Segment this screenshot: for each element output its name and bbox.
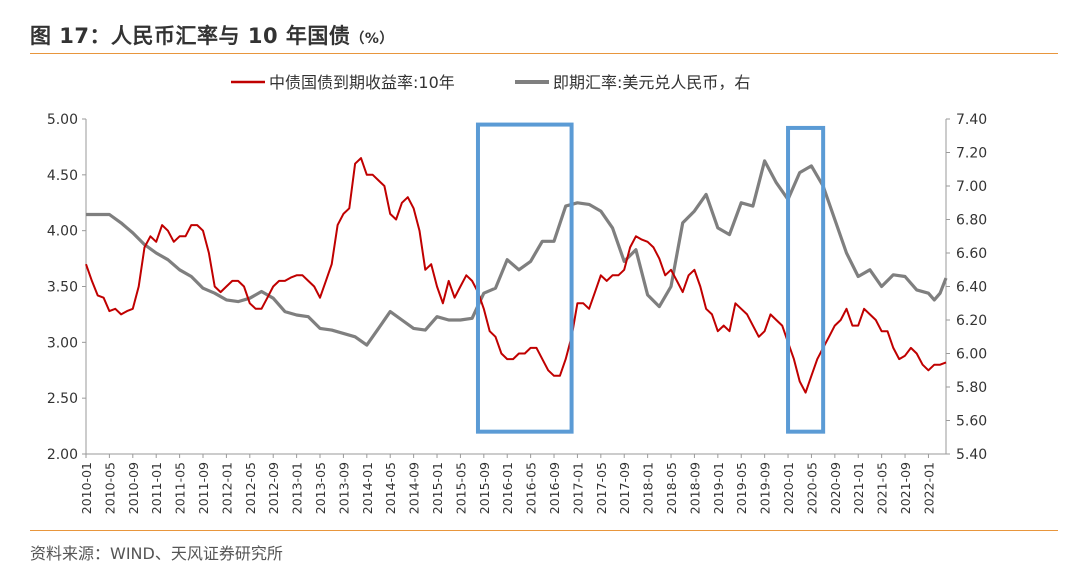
y-right-tick-label: 5.40 xyxy=(956,447,987,463)
x-tick-label: 2010-09 xyxy=(126,462,141,514)
x-tick-label: 2011-09 xyxy=(196,462,211,514)
y-right-tick-label: 5.60 xyxy=(956,414,987,430)
y-left-tick-label: 4.50 xyxy=(47,168,78,184)
x-tick-label: 2010-05 xyxy=(102,462,117,514)
x-tick-label: 2015-01 xyxy=(430,462,445,514)
x-tick-label: 2015-05 xyxy=(453,462,468,514)
x-tick-label: 2019-09 xyxy=(758,462,773,514)
series-line-yield xyxy=(85,157,947,394)
x-tick-label: 2018-01 xyxy=(641,462,656,514)
x-tick-label: 2011-01 xyxy=(149,462,164,514)
x-tick-label: 2019-05 xyxy=(734,462,749,514)
legend-label-1: 中债国债到期收益率:10年 xyxy=(269,73,455,92)
y-right-tick-label: 7.20 xyxy=(956,146,987,162)
y-right-tick-label: 6.80 xyxy=(956,213,987,229)
legend: 中债国债到期收益率:10年 即期汇率:美元兑人民币，右 xyxy=(231,73,750,92)
y-right-tick-label: 6.00 xyxy=(956,347,987,363)
x-tick-label: 2020-05 xyxy=(804,462,819,514)
y-left-tick-label: 4.00 xyxy=(47,224,78,240)
x-tick-label: 2012-01 xyxy=(219,462,234,514)
highlight-box-2 xyxy=(786,125,826,434)
y-left-tick-label: 2.00 xyxy=(47,447,78,463)
chart: 中债国债到期收益率:10年 即期汇率:美元兑人民币，右 2.00 2.50 3.00 3… xyxy=(47,73,987,514)
y-right-tick-label: 6.60 xyxy=(956,246,987,262)
x-tick-label: 2012-05 xyxy=(243,462,258,514)
x-tick-label: 2016-05 xyxy=(524,462,539,514)
x-tick-label: 2016-01 xyxy=(500,462,515,514)
x-tick-label: 2014-05 xyxy=(383,462,398,514)
y-right-tick-label: 7.40 xyxy=(956,112,987,128)
y-left-tick-label: 5.00 xyxy=(47,112,78,128)
x-tick-label: 2012-09 xyxy=(266,462,281,514)
x-tick-label: 2013-01 xyxy=(290,462,305,514)
x-tick-label: 2018-09 xyxy=(687,462,702,514)
x-tick-label: 2021-05 xyxy=(875,462,890,514)
x-tick-label: 2010-01 xyxy=(79,462,94,514)
header-rule xyxy=(30,53,1058,54)
x-tick-label: 2015-09 xyxy=(477,462,492,514)
x-tick-label: 2017-09 xyxy=(617,462,632,514)
x-tick-label: 2020-01 xyxy=(781,462,796,514)
x-tick-label: 2020-09 xyxy=(828,462,843,514)
highlight-box-1 xyxy=(475,122,574,434)
y-right-tick-label: 6.20 xyxy=(956,313,987,329)
x-tick-label: 2013-05 xyxy=(313,462,328,514)
highlight-layer xyxy=(475,122,826,434)
series-layer xyxy=(85,157,948,394)
legend-label-2: 即期汇率:美元兑人民币，右 xyxy=(553,73,750,92)
x-tick-label: 2016-09 xyxy=(547,462,562,514)
x-tick-label: 2019-01 xyxy=(711,462,726,514)
x-tick-label: 2021-01 xyxy=(851,462,866,514)
axes: 2.00 2.50 3.00 3.50 4.00 4.50 5.00 5.40 5.60 5.80… xyxy=(47,112,987,514)
x-tick-label: 2022-01 xyxy=(921,462,936,514)
y-right-tick-label: 7.00 xyxy=(956,179,987,195)
y-left-tick-label: 3.00 xyxy=(47,335,78,351)
x-tick-label: 2018-05 xyxy=(664,462,679,514)
footer-rule xyxy=(30,530,1058,531)
x-tick-label: 2013-09 xyxy=(336,462,351,514)
y-left-tick-label: 2.50 xyxy=(47,391,78,407)
x-tick-label: 2017-01 xyxy=(570,462,585,514)
x-tick-label: 2017-05 xyxy=(594,462,609,514)
x-tick-label: 2014-09 xyxy=(407,462,422,514)
x-tick-label: 2021-09 xyxy=(898,462,913,514)
source-note: 资料来源：WIND、天风证券研究所 xyxy=(30,544,283,563)
y-right-tick-label: 6.40 xyxy=(956,280,987,296)
y-left-tick-label: 3.50 xyxy=(47,280,78,296)
y-right-tick-label: 5.80 xyxy=(956,380,987,396)
title-unit: （%） xyxy=(350,31,394,47)
x-tick-label: 2014-01 xyxy=(360,462,375,514)
series-line-fx xyxy=(86,159,948,347)
page-title: 图 17：人民币汇率与 10 年国债（%） xyxy=(30,24,394,48)
x-tick-label: 2011-05 xyxy=(173,462,188,514)
